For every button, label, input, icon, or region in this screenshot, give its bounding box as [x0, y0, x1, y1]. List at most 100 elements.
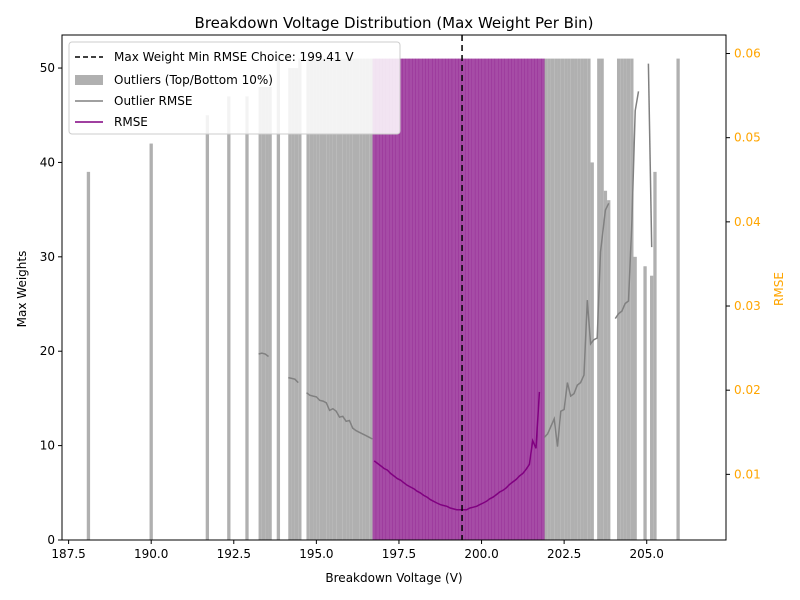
inlier-bar: [527, 58, 532, 540]
plot-lines: [258, 63, 653, 511]
outlier-bar: [676, 58, 680, 540]
x-tick-label: 202.5: [547, 547, 581, 561]
outlier-bar: [544, 58, 548, 540]
outlier-bar: [309, 58, 314, 540]
outlier-bar: [329, 58, 333, 540]
outlier-bar: [653, 171, 657, 541]
inlier-bar: [504, 58, 509, 540]
outlier-bar: [326, 58, 330, 540]
outlier-rmse-line: [647, 63, 653, 248]
inlier-bar: [438, 58, 443, 540]
inlier-bar: [389, 58, 393, 540]
outlier-bar: [650, 275, 654, 540]
x-tick-label: 187.5: [51, 547, 85, 561]
outlier-bar: [583, 58, 588, 540]
inlier-bar: [405, 58, 410, 540]
inlier-bar: [507, 58, 512, 540]
inlier-bar: [461, 58, 466, 540]
outlier-bar: [620, 58, 624, 540]
inlier-bar: [514, 58, 519, 540]
inlier-bar: [398, 58, 403, 540]
outlier-bar: [623, 58, 627, 540]
outlier-bar: [630, 58, 634, 540]
outlier-bar: [258, 86, 262, 540]
inlier-bar: [541, 58, 545, 540]
inlier-bar: [494, 58, 499, 540]
outlier-bar: [587, 58, 591, 540]
y-tick-label: 10: [40, 439, 55, 453]
inlier-bar: [531, 58, 535, 540]
inlier-bar: [382, 58, 387, 540]
y2-tick-label: 0.06: [734, 47, 761, 61]
x-tick-label: 192.5: [217, 547, 251, 561]
outlier-bar: [607, 200, 611, 540]
inlier-bar: [511, 58, 515, 540]
inlier-bar: [428, 58, 433, 540]
outlier-bar: [633, 256, 637, 540]
outlier-bar: [149, 143, 153, 541]
inlier-bar: [408, 58, 413, 540]
inlier-bar: [468, 58, 472, 540]
inlier-bar: [471, 58, 476, 540]
outlier-rmse-line: [306, 392, 373, 440]
inlier-bar: [524, 58, 529, 540]
inlier-bar: [458, 58, 463, 540]
outlier-bar: [560, 58, 565, 540]
outlier-bar: [365, 58, 370, 540]
x-tick-label: 200.0: [464, 547, 498, 561]
outlier-bar: [570, 58, 575, 540]
outlier-bar: [356, 58, 360, 540]
x-tick-label: 190.0: [134, 547, 168, 561]
outlier-rmse-line: [543, 202, 610, 447]
outlier-bar: [288, 68, 292, 540]
outlier-bar: [567, 58, 571, 540]
outlier-bar: [86, 171, 91, 541]
outlier-bar: [342, 58, 347, 540]
outlier-bar: [276, 58, 281, 540]
legend: Max Weight Min RMSE Choice: 199.41 V Outl…: [68, 41, 401, 135]
outlier-bar: [291, 68, 295, 540]
plot-frame: [61, 34, 727, 541]
inlier-bar: [412, 58, 416, 540]
outlier-bar: [294, 68, 299, 540]
y2-tick-label: 0.05: [734, 131, 761, 145]
y-tick-label: 30: [40, 250, 55, 264]
outlier-bar: [265, 86, 269, 540]
outlier-bar: [306, 58, 310, 540]
outlier-bar: [547, 58, 551, 540]
legend-label: Outlier RMSE: [114, 94, 192, 108]
outlier-bar: [616, 58, 621, 540]
inlier-bar: [501, 58, 505, 540]
inlier-bar: [517, 58, 522, 540]
inlier-bar: [451, 58, 456, 540]
outlier-bar: [346, 58, 350, 540]
outlier-bar: [577, 58, 581, 540]
outlier-bar: [322, 58, 327, 540]
inlier-bar: [448, 58, 453, 540]
outlier-bar: [359, 58, 363, 540]
outlier-bar: [205, 115, 210, 540]
outlier-bar: [564, 58, 568, 540]
y2-tick-label: 0.02: [734, 383, 761, 397]
inlier-bar: [379, 58, 383, 540]
inlier-bar: [395, 58, 400, 540]
outlier-bar: [362, 58, 366, 540]
outlier-bar: [603, 190, 608, 540]
outlier-bar: [590, 162, 594, 540]
inlier-bar: [491, 58, 496, 540]
legend-label: RMSE: [114, 115, 148, 129]
chart-title: Breakdown Voltage Distribution (Max Weig…: [195, 14, 594, 32]
inlier-bar: [422, 58, 426, 540]
axes: 187.5 190.0 192.5 195.0 197.5 200.0 202.5 205.0…: [40, 47, 761, 561]
inlier-bar: [455, 58, 459, 540]
outlier-bar: [554, 58, 558, 540]
inlier-bar: [418, 58, 423, 540]
inlier-bar: [484, 58, 489, 540]
y-tick-label: 50: [40, 61, 55, 75]
legend-label: Max Weight Min RMSE Choice: 199.41 V: [114, 50, 354, 64]
x-tick-label: 197.5: [382, 547, 416, 561]
inlier-bar: [425, 58, 429, 540]
inlier-bar: [474, 58, 479, 540]
outlier-bar: [227, 96, 231, 541]
outlier-rmse-line: [258, 352, 269, 358]
